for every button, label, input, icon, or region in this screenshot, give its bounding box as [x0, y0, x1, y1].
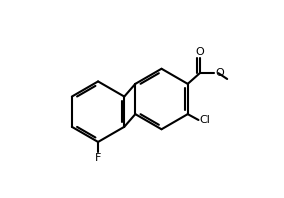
Text: Cl: Cl	[199, 115, 210, 125]
Text: O: O	[195, 47, 204, 57]
Text: O: O	[216, 68, 224, 78]
Text: F: F	[95, 153, 101, 163]
